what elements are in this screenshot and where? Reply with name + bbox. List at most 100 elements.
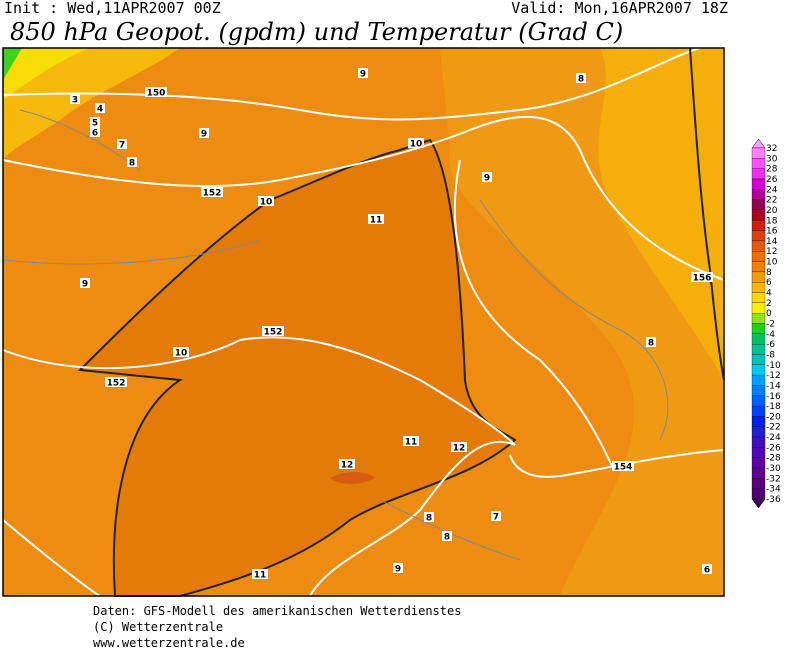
contour-label: 12 (453, 444, 466, 454)
valid-time: Valid: Mon,16APR2007 18Z (511, 0, 728, 17)
geopotential-contours (2, 47, 725, 597)
colorbar-cell (751, 478, 766, 489)
label-box (424, 512, 434, 522)
contour-label: 8 (648, 339, 654, 349)
colorbar-label: 2 (766, 299, 772, 309)
colorbar-label: -32 (766, 474, 781, 484)
colorbar-cell (751, 374, 766, 386)
label-box (90, 117, 100, 127)
label-box (339, 459, 355, 469)
contour-label: 5 (92, 119, 98, 129)
colorbar-cell (751, 147, 766, 159)
colorbar-label: -36 (766, 495, 781, 505)
colorbar-cell (751, 364, 766, 376)
label-box (403, 436, 419, 446)
mild-zone (598, 48, 724, 380)
label-box (145, 87, 167, 97)
colorbar-label: -8 (766, 350, 775, 360)
colorbar-label: 26 (766, 175, 778, 185)
contour-label: 10 (175, 349, 188, 359)
label-box (90, 127, 100, 137)
contour-label: 12 (341, 461, 354, 471)
contour-label: 11 (370, 216, 383, 226)
label-box (691, 272, 713, 282)
label-box (646, 337, 656, 347)
colorbar-cell (751, 385, 766, 396)
colorbar-label: 20 (766, 206, 778, 216)
contour-label: 4 (97, 105, 103, 115)
colorbar-cell (751, 395, 766, 407)
label-box (70, 94, 80, 104)
label-box (442, 531, 452, 541)
contour-label: 6 (92, 129, 98, 139)
colorbar-cell (751, 282, 766, 293)
contour-label: 9 (82, 280, 88, 290)
label-box (127, 157, 137, 167)
colorbar-label: -24 (766, 433, 781, 443)
colorbar-cell (751, 251, 766, 262)
colorbar-label: -34 (766, 485, 781, 495)
contour-label: 8 (426, 514, 432, 524)
label-box (702, 564, 712, 574)
colorbar-cell (751, 209, 766, 221)
hot-spot (330, 472, 375, 484)
contour-label: 8 (578, 75, 584, 85)
label-box (393, 563, 403, 573)
colorbar-label: 0 (766, 309, 772, 319)
contour-label: 9 (395, 565, 401, 575)
contour-label: 8 (444, 533, 450, 543)
colorbar-label: 32 (766, 144, 777, 154)
contour-label: 9 (360, 70, 366, 80)
colorbar-cell (751, 447, 766, 458)
colorbar-cell (751, 261, 766, 273)
label-box (368, 214, 384, 224)
colorbar-arrow (751, 138, 766, 149)
contour-label: 11 (405, 438, 418, 448)
colorbar-label: -18 (766, 402, 781, 412)
contour-label: 10 (260, 198, 273, 208)
contour-label: 7 (119, 141, 125, 151)
label-box (258, 196, 274, 206)
colorbar-cell (751, 220, 766, 231)
colorbar-label: -12 (766, 371, 781, 381)
isotherm-8 (689, 47, 725, 381)
colorbar-label: 10 (766, 258, 778, 268)
colorbar-label: 28 (766, 165, 778, 175)
footer-line: (C) Wetterzentrale (93, 620, 223, 634)
coldest-zone (3, 48, 22, 80)
contour-label: 10 (410, 140, 423, 150)
contour-label: 150 (147, 89, 166, 99)
contour-label: 11 (254, 571, 267, 581)
colorbar-cell (751, 313, 766, 324)
colorbar-label: -14 (766, 381, 781, 391)
colorbar-cell (751, 467, 766, 479)
colorbar-label: 14 (766, 237, 778, 247)
colorbar-label: 4 (766, 289, 772, 299)
label-box (612, 461, 634, 471)
contour-label: 6 (704, 566, 710, 576)
label-box (576, 73, 586, 83)
colorbar-cell (751, 199, 766, 211)
contour-label: 152 (264, 328, 283, 338)
colorbar-label: 12 (766, 247, 777, 257)
colorbar-cell (751, 343, 766, 355)
colorbar-label: -20 (766, 412, 781, 422)
colorbar-label: 6 (766, 278, 772, 288)
colorbar-cell (751, 271, 766, 283)
colorbar-cell (751, 292, 766, 304)
footer-line: Daten: GFS-Modell des amerikanischen Wet… (93, 604, 461, 618)
contour-label: 154 (614, 463, 633, 473)
label-box (408, 138, 424, 148)
colorbar-label: -4 (766, 330, 775, 340)
contour-label: 9 (201, 130, 207, 140)
colorbar-cell (751, 333, 766, 345)
colorbar: 32302826242220181614121086420-2-4-6-8-10… (751, 138, 781, 509)
label-box (201, 187, 223, 197)
colorbar-label: -30 (766, 464, 781, 474)
colorbar-cell (751, 488, 766, 500)
contour-label: 156 (693, 274, 712, 284)
colorbar-cell (751, 302, 766, 314)
colorbar-label: -2 (766, 320, 775, 330)
